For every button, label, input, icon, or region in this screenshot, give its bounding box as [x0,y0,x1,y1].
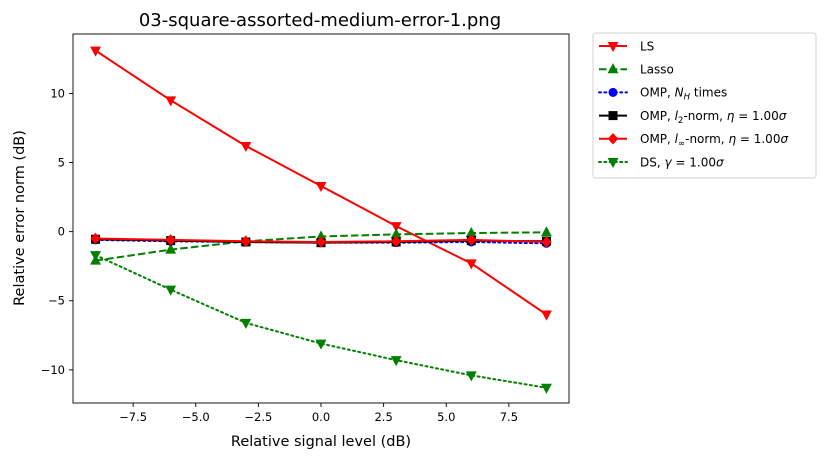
y-axis-label: Relative error norm (dB) [12,130,28,306]
data-point-ls [390,222,402,233]
data-point-ls [240,141,252,152]
x-tick-label: −5.0 [182,410,210,424]
legend-label-omp-l2: OMP, l2-norm, η = 1.00σ [640,109,787,126]
legend-label-lasso: Lasso [640,63,674,77]
data-point-ds [390,356,402,367]
data-point-ds [541,383,552,394]
data-point-omp-linf [315,236,327,248]
data-point-ds [315,339,327,350]
series-omp-linf [90,232,552,248]
legend-item-omp-linf: OMP, l∞-norm, η = 1.00σ [599,132,788,149]
legend-frame [592,32,817,179]
x-tick-label: −2.5 [244,410,272,424]
legend-label-ls: LS [640,39,654,53]
y-tick-label: 5 [58,156,65,170]
legend-item-ls: LS [599,39,654,53]
legend-marker-ds [607,158,619,169]
legend-item-omp-nh: OMP, NH times [598,86,727,103]
y-tick-label: 0 [58,225,65,239]
data-point-ls [315,182,327,193]
series-ls [90,46,552,321]
x-axis-label: Relative signal level (dB) [231,434,411,450]
legend-item-lasso: Lasso [599,63,674,77]
legend-item-omp-l2: OMP, l2-norm, η = 1.00σ [599,109,787,126]
chart-title: 03-square-assorted-medium-error-1.png [139,10,501,31]
data-point-ds [465,371,477,382]
x-tick-label: 7.5 [500,410,518,424]
data-point-ls [541,310,552,321]
legend: LS Lasso OMP, NH times OMP, l2-norm, η = 1.… [592,32,817,179]
data-point-ls [465,259,477,270]
data-point-ds [90,251,101,262]
legend-marker-lasso [607,63,619,74]
data-point-omp-linf [240,235,252,248]
y-tick-label: −10 [41,363,65,377]
data-point-ls [165,96,177,107]
legend-marker-omp-nh [608,87,618,97]
data-point-omp-linf [90,232,101,245]
legend-label-omp-linf: OMP, l∞-norm, η = 1.00σ [640,132,788,149]
x-tick-label: 0.0 [312,410,330,424]
series-ds [90,251,552,394]
data-point-ls [90,46,101,57]
data-point-lasso [165,243,177,254]
legend-marker-ls [607,42,619,53]
data-point-omp-linf [466,234,477,246]
y-tick-label: 10 [50,86,65,100]
y-tick-label: −5 [48,294,65,308]
data-point-omp-linf [165,234,176,246]
series-line-ds [94,254,548,389]
x-tick-label: 2.5 [374,410,392,424]
y-axis: −10 −5 0 5 10 [41,86,73,377]
legend-marker-omp-linf [607,133,619,145]
data-point-ds [240,318,252,329]
x-axis: −7.5 −5.0 −2.5 0.0 2.5 5.0 7.5 [119,403,518,424]
x-tick-label: 5.0 [437,410,455,424]
legend-marker-omp-l2 [608,111,618,121]
data-point-ds [165,285,177,296]
x-tick-label: −7.5 [119,410,147,424]
data-point-omp-linf [390,235,402,248]
data-point-omp-linf [541,236,552,248]
data-point-lasso [541,226,552,237]
legend-label-ds: DS, γ = 1.00σ [640,155,724,169]
legend-item-ds: DS, γ = 1.00σ [598,155,724,169]
legend-label-omp-nh: OMP, NH times [640,86,727,103]
plot-series [90,46,552,394]
